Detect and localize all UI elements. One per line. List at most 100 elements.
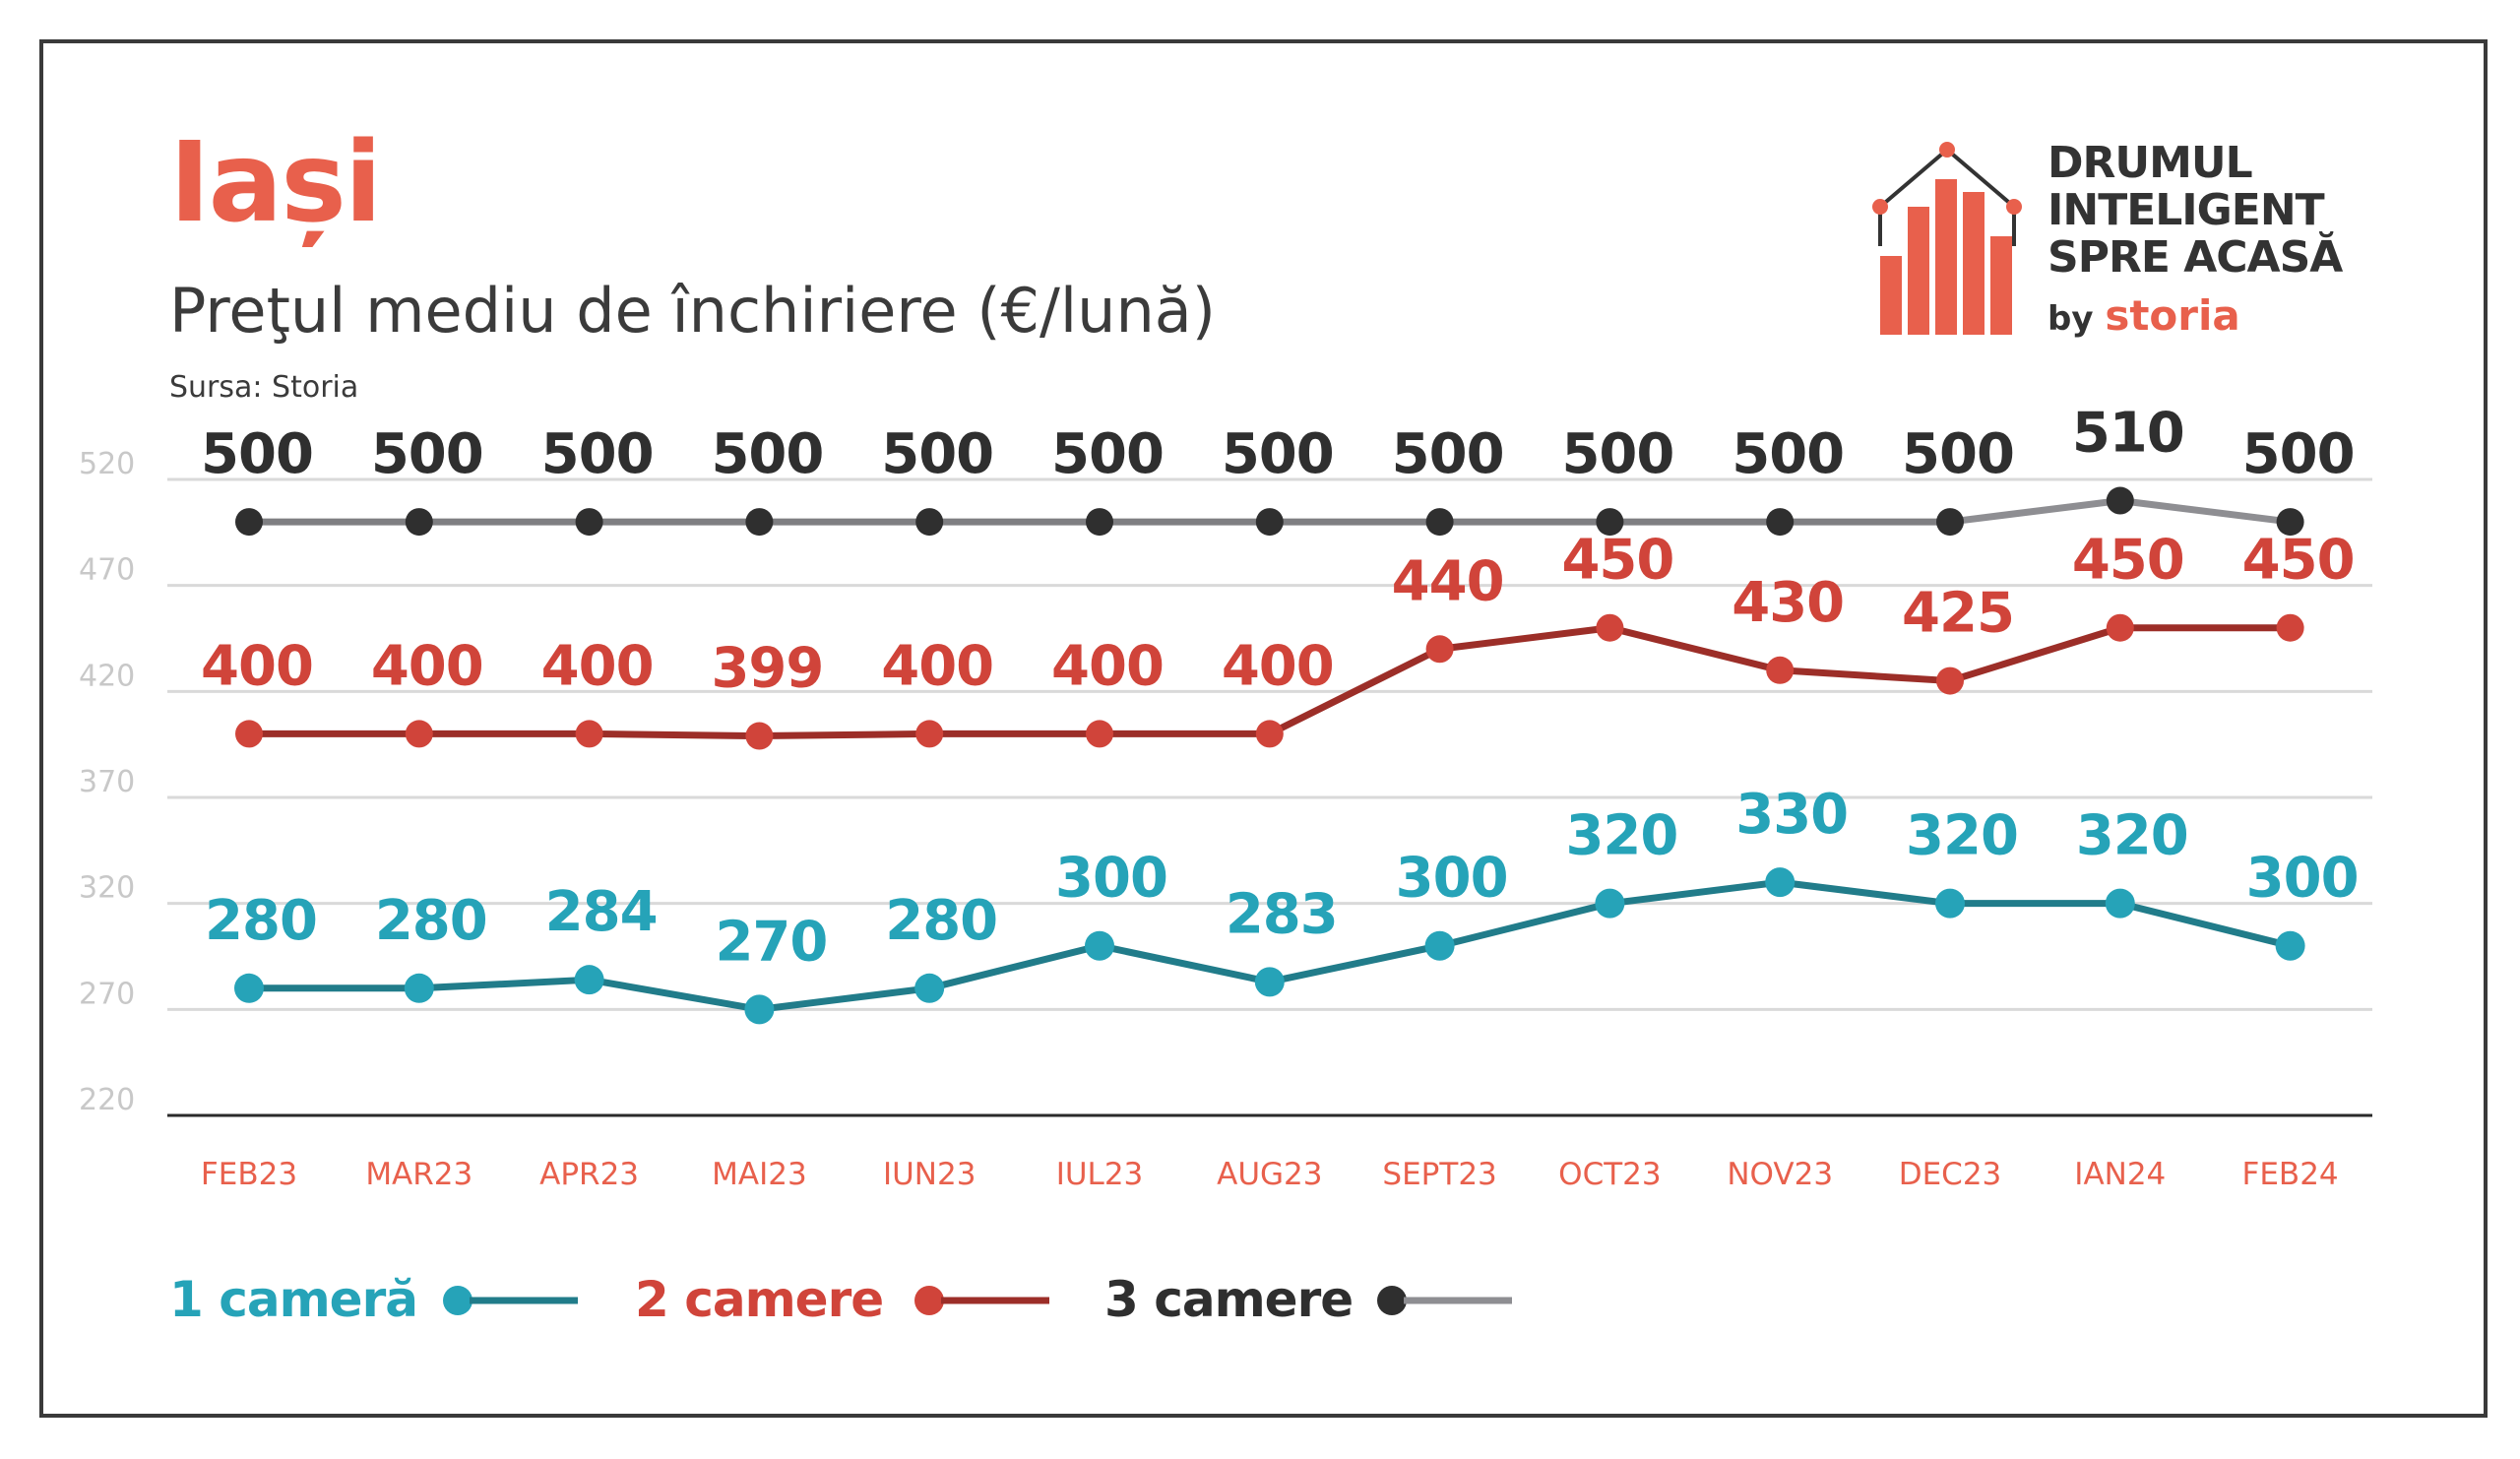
series-3-point xyxy=(1766,508,1795,537)
x-tick-label: FEB24 xyxy=(2242,1157,2339,1192)
series-2-point xyxy=(1766,656,1795,684)
series-2-point xyxy=(1936,666,1964,695)
series-2-data-label: 450 xyxy=(2072,529,2184,593)
series-2-data-label: 400 xyxy=(881,634,993,698)
series-3-data-label: 510 xyxy=(2072,402,2184,466)
series-1-data-label: 300 xyxy=(2246,847,2359,911)
series-1-point xyxy=(2105,888,2135,919)
series-2-point xyxy=(1086,720,1113,748)
series-1-data-label: 283 xyxy=(1226,882,1338,946)
series-1-point xyxy=(574,965,604,995)
y-tick-label: 470 xyxy=(79,553,135,588)
y-tick-label: 420 xyxy=(79,659,135,693)
series-1-point xyxy=(1765,867,1796,898)
series-2-data-label: 400 xyxy=(541,634,654,698)
series-1-data-label: 320 xyxy=(1565,804,1677,868)
series-2-point xyxy=(1255,720,1284,748)
series-2-data-label: 450 xyxy=(1561,529,1673,593)
y-tick-label: 370 xyxy=(79,765,135,799)
series-2-point xyxy=(915,720,944,748)
series-1-data-label: 280 xyxy=(375,889,487,953)
chart-subtitle: Preţul mediu de închiriere (€/lună) xyxy=(169,275,1216,347)
series-2-point xyxy=(1425,635,1454,664)
legend-item-3-camere: 3 camere xyxy=(1104,1265,1354,1334)
legend-marker-2 xyxy=(914,1286,944,1315)
series-3-data-label: 500 xyxy=(1051,422,1164,486)
series-3-point xyxy=(1086,508,1113,537)
x-tick-label: NOV23 xyxy=(1727,1157,1833,1192)
x-tick-label: IAN24 xyxy=(2074,1157,2166,1192)
x-tick-label: MAI23 xyxy=(712,1157,807,1192)
storia-logo xyxy=(1872,142,2022,335)
series-2-point xyxy=(235,720,263,748)
city-title: Iași xyxy=(169,119,382,247)
series-3-data-label: 500 xyxy=(541,422,654,486)
series-1-point xyxy=(234,973,264,1003)
x-tick-label: APR23 xyxy=(539,1157,639,1192)
x-tick-label: IUN23 xyxy=(883,1157,976,1192)
series-1-data-label: 280 xyxy=(205,889,317,953)
series-2-data-label: 399 xyxy=(711,637,823,701)
legend-marker-1 xyxy=(443,1286,472,1315)
series-1-point xyxy=(1595,888,1625,919)
series-2-point xyxy=(2276,613,2304,642)
series-2-data-label: 425 xyxy=(1902,582,2014,646)
series-3-data-label: 500 xyxy=(2242,422,2355,486)
series-2-data-label: 400 xyxy=(1222,634,1334,698)
series-2-point xyxy=(575,720,603,748)
legend-label-2-camere: 2 camere xyxy=(635,1271,884,1328)
series-2-data-label: 450 xyxy=(2242,529,2355,593)
y-tick-label: 270 xyxy=(79,977,135,1011)
source-note: Sursa: Storia xyxy=(169,370,359,405)
legend-item-1-camera: 1 cameră xyxy=(169,1265,418,1334)
x-tick-label: MAR23 xyxy=(365,1157,472,1192)
x-tick-label: DEC23 xyxy=(1899,1157,2002,1192)
series-3-point xyxy=(2276,508,2304,537)
series-3-data-label: 500 xyxy=(371,422,483,486)
series-2-data-label: 400 xyxy=(201,634,313,698)
series-3-point xyxy=(2106,486,2134,515)
series-3-point xyxy=(1255,508,1284,537)
series-1-point xyxy=(404,973,434,1003)
series-1-data-label: 284 xyxy=(545,880,658,944)
series-3-data-label: 500 xyxy=(881,422,993,486)
series-1-point xyxy=(744,994,775,1025)
logo-line-2: INTELIGENT xyxy=(2048,185,2325,235)
series-2-point xyxy=(1596,613,1624,642)
series-3-point xyxy=(405,508,433,537)
series-2-point xyxy=(405,720,433,748)
chart-frame xyxy=(39,39,2488,1418)
series-1-data-label: 320 xyxy=(1906,804,2018,868)
legend-label-3-camere: 3 camere xyxy=(1104,1271,1354,1328)
series-2-data-label: 430 xyxy=(1732,571,1844,635)
y-tick-label: 520 xyxy=(79,447,135,481)
x-tick-label: AUG23 xyxy=(1217,1157,1322,1192)
series-1-point xyxy=(2275,930,2305,961)
legend-label-1-camera: 1 cameră xyxy=(169,1271,418,1328)
series-3-data-label: 500 xyxy=(1902,422,2014,486)
house-bars-icon xyxy=(1872,142,2022,335)
series-3-point xyxy=(235,508,263,537)
series-2-data-label: 440 xyxy=(1392,549,1504,613)
logo-line-3: SPRE ACASĂ xyxy=(2048,232,2343,283)
series-3-point xyxy=(915,508,944,537)
series-1-data-label: 270 xyxy=(715,910,827,974)
x-tick-label: IUL23 xyxy=(1056,1157,1144,1192)
series-1-point xyxy=(1424,930,1455,961)
logo-wordmark: DRUMUL INTELIGENT SPRE ACASĂ xyxy=(2048,138,2343,283)
logo-line-1: DRUMUL xyxy=(2048,138,2253,188)
series-1-point xyxy=(1085,930,1114,961)
y-tick-label: 320 xyxy=(79,871,135,906)
series-3-point xyxy=(575,508,603,537)
series-1-data-label: 280 xyxy=(885,889,997,953)
series-1-point xyxy=(914,973,945,1003)
logo-by: by xyxy=(2048,299,2094,339)
y-tick-label: 220 xyxy=(79,1083,135,1117)
series-2-point xyxy=(2106,613,2134,642)
legend-item-2-camere: 2 camere xyxy=(635,1265,884,1334)
series-2-point xyxy=(745,722,774,750)
series-1-point xyxy=(1935,888,1965,919)
series-2-data-label: 400 xyxy=(1051,634,1164,698)
x-tick-label: OCT23 xyxy=(1558,1157,1661,1192)
